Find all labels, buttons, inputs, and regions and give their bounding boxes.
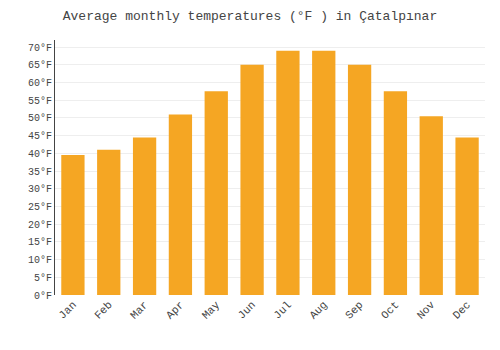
svg-text:20°F: 20°F bbox=[28, 220, 52, 231]
svg-text:Dec: Dec bbox=[451, 299, 473, 321]
svg-text:40°F: 40°F bbox=[28, 149, 52, 160]
svg-text:60°F: 60°F bbox=[28, 78, 52, 89]
svg-text:30°F: 30°F bbox=[28, 184, 52, 195]
svg-text:Jul: Jul bbox=[271, 299, 293, 321]
svg-text:25°F: 25°F bbox=[28, 202, 52, 213]
svg-text:5°F: 5°F bbox=[34, 273, 52, 284]
svg-text:55°F: 55°F bbox=[28, 96, 52, 107]
svg-text:Oct: Oct bbox=[379, 299, 401, 321]
svg-text:Aug: Aug bbox=[307, 299, 329, 321]
svg-text:35°F: 35°F bbox=[28, 167, 52, 178]
svg-text:50°F: 50°F bbox=[28, 113, 52, 124]
svg-text:0°F: 0°F bbox=[34, 291, 52, 302]
svg-text:Feb: Feb bbox=[92, 299, 114, 321]
svg-text:Jan: Jan bbox=[56, 299, 78, 321]
svg-text:65°F: 65°F bbox=[28, 60, 52, 71]
svg-text:Apr: Apr bbox=[164, 299, 186, 321]
svg-text:70°F: 70°F bbox=[28, 43, 52, 54]
svg-text:Sep: Sep bbox=[343, 299, 365, 321]
svg-text:10°F: 10°F bbox=[28, 255, 52, 266]
svg-text:Jun: Jun bbox=[236, 299, 258, 321]
svg-text:Average monthly temperatures (: Average monthly temperatures (°F ) in Ça… bbox=[63, 9, 437, 24]
svg-text:Mar: Mar bbox=[128, 299, 150, 321]
svg-text:45°F: 45°F bbox=[28, 131, 52, 142]
svg-text:Nov: Nov bbox=[415, 299, 438, 322]
svg-text:May: May bbox=[200, 299, 223, 322]
svg-text:15°F: 15°F bbox=[28, 237, 52, 248]
